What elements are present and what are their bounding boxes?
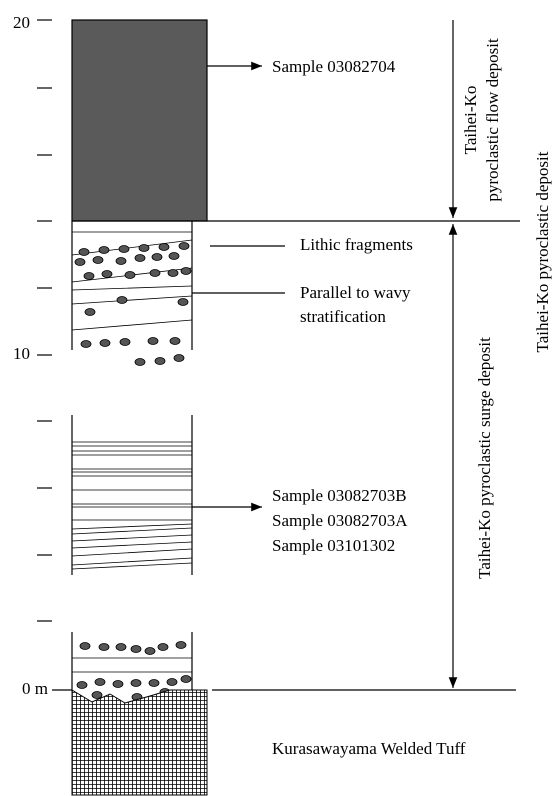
sample-label: Sample 03101302	[272, 536, 395, 555]
flow-deposit-layer	[71, 19, 208, 222]
unit-label: Taihei-Ko	[461, 86, 480, 155]
surge-upper-segment	[71, 221, 193, 366]
annotation: Lithic fragments	[300, 235, 413, 254]
unit-label: Taihei-Ko pyroclastic surge deposit	[475, 337, 494, 579]
sample-label: Sample 03082703A	[272, 511, 408, 530]
scale-label: 0 m	[22, 679, 48, 698]
unit-label: Taihei-Ko pyroclastic deposit	[533, 151, 552, 352]
welded-tuff-layer	[71, 689, 208, 796]
surge-middle-segment	[71, 415, 193, 575]
annotation: stratification	[300, 307, 386, 326]
sample-label: Sample 03082703B	[272, 486, 407, 505]
scale-ticks	[37, 19, 72, 691]
scale-label: 10	[13, 344, 30, 363]
annotation: Parallel to wavy	[300, 283, 411, 302]
unit-label: pyroclastic flow deposit	[483, 38, 502, 202]
sample-label: Sample 03082704	[272, 57, 396, 76]
unit-label: Kurasawayama Welded Tuff	[272, 739, 466, 758]
scale-label: 20	[13, 13, 30, 32]
